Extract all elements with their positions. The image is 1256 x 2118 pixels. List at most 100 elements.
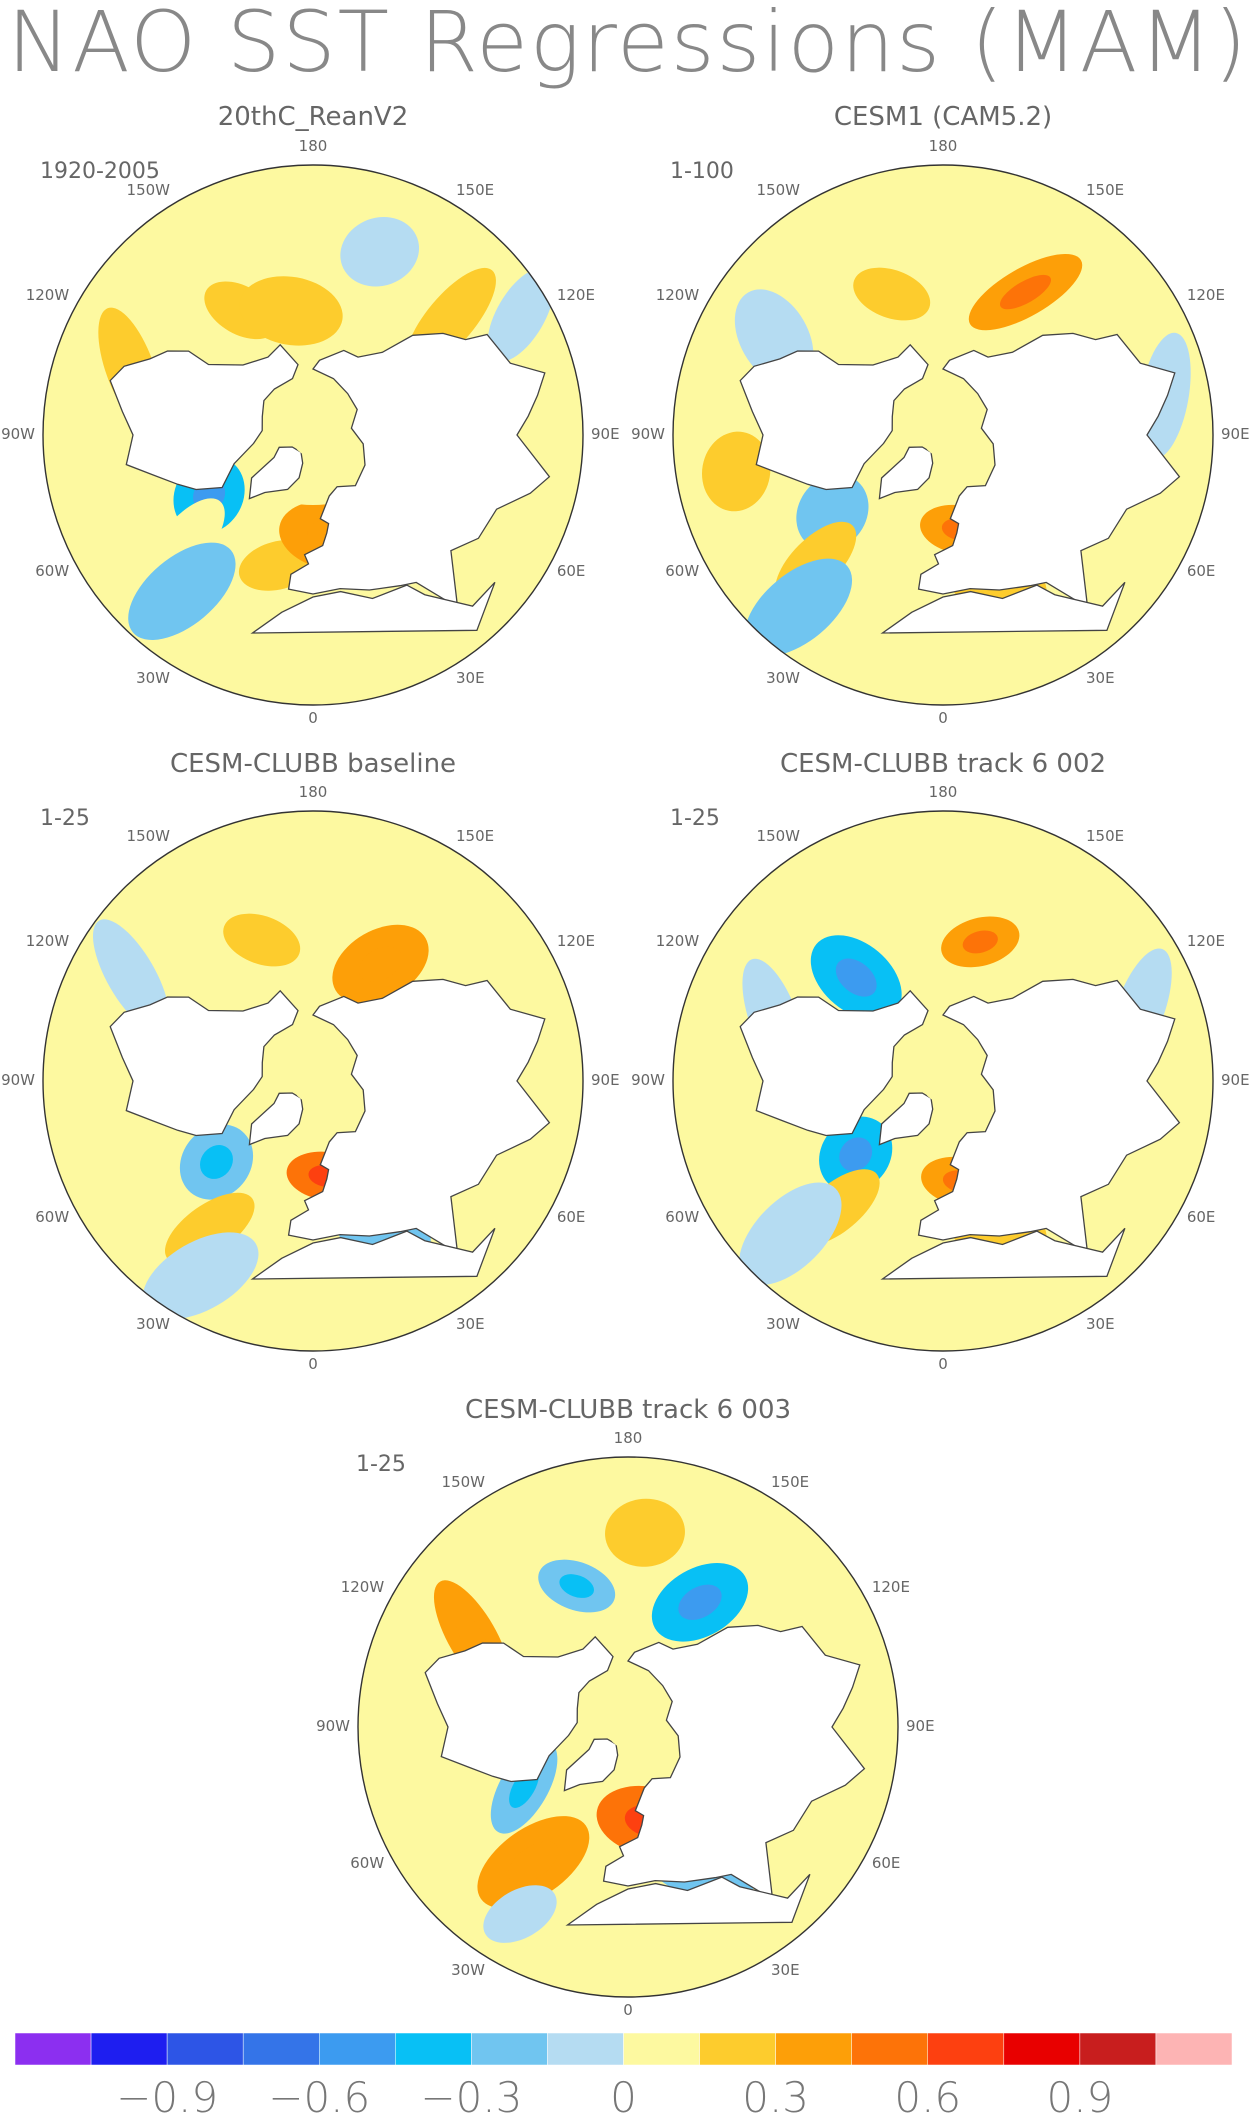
colorbar: −0.9 −0.6 −0.3 0 0.3 0.6 0.9 (14, 2032, 1233, 2118)
anomaly-blob (739, 1182, 842, 1285)
lon-label: 120W (26, 286, 70, 304)
lon-label: 150W (757, 827, 801, 845)
lon-label: 120W (341, 1578, 385, 1596)
colorbar-label: −0.6 (268, 2073, 370, 2118)
map-border (42, 164, 584, 706)
colorbar-swatch (319, 2032, 396, 2066)
anomaly-blob (605, 1498, 685, 1567)
colorbar-swatch (775, 2032, 852, 2066)
figure-title: NAO SST Regressions (MAM) (7, 0, 1249, 91)
panel-period: 1-25 (40, 806, 90, 831)
lon-label: 60W (665, 562, 699, 580)
anomaly-core (559, 1574, 595, 1598)
panel-title: CESM-CLUBB track 6 003 (465, 1395, 791, 1425)
land-mask (424, 1624, 866, 1926)
colorbar-swatch (1003, 2032, 1081, 2066)
lon-label: 60W (35, 562, 69, 580)
anomaly-core (839, 1137, 873, 1172)
lon-label: 120E (557, 932, 595, 950)
lon-label: 60E (557, 562, 586, 580)
lon-label: 180 (299, 783, 328, 801)
lon-label: 90E (906, 1717, 935, 1735)
anomaly-blob (483, 1885, 557, 1943)
lon-label: 150E (771, 1473, 809, 1491)
map-panel-1: 20thC_ReanV2 1920-2005 180 0 150W 150E 120W 120… (1, 102, 620, 727)
lon-label: 120W (26, 932, 70, 950)
map-border (672, 810, 1214, 1352)
colorbar-swatch (14, 2032, 92, 2066)
lon-label: 60W (350, 1854, 384, 1872)
sst-field (43, 811, 583, 1351)
lon-label: 90W (1, 1071, 35, 1089)
lon-label: 60W (35, 1208, 69, 1226)
lon-label: 90W (1, 425, 35, 443)
panel-title: 20thC_ReanV2 (218, 102, 409, 132)
colorbar-swatch (1079, 2032, 1157, 2066)
sst-field (43, 165, 583, 705)
lon-label: 30W (451, 1961, 485, 1979)
lon-label: 150W (127, 827, 171, 845)
lon-label: 150E (456, 181, 494, 199)
land-mask (109, 978, 551, 1280)
lon-label: 30E (771, 1961, 800, 1979)
lon-label: 120E (1187, 932, 1225, 950)
map-panel-5: CESM-CLUBB track 6 003 1-25 180 0 150W 150E 12… (316, 1395, 935, 2019)
panel-period: 1-25 (670, 806, 720, 831)
anomaly-core (200, 1145, 233, 1179)
lon-label: 120W (656, 286, 700, 304)
colorbar-label: −0.9 (116, 2073, 218, 2118)
lon-label: 0 (623, 2001, 633, 2019)
lon-label: 150E (456, 827, 494, 845)
colorbar-swatch (471, 2032, 548, 2066)
lon-label: 150W (757, 181, 801, 199)
anomaly-core (999, 274, 1052, 310)
sst-field (358, 1457, 898, 1997)
colorbar-swatch (699, 2032, 776, 2066)
land-mask (739, 978, 1181, 1280)
lon-label: 60E (557, 1208, 586, 1226)
lon-label: 30W (136, 1315, 170, 1333)
panel-period: 1920-2005 (40, 159, 160, 184)
lon-label: 90W (316, 1717, 350, 1735)
lon-label: 30E (456, 1315, 485, 1333)
lon-label: 30W (766, 669, 800, 687)
lon-label: 120E (1187, 286, 1225, 304)
lon-label: 120W (656, 932, 700, 950)
lon-label: 0 (308, 1355, 318, 1373)
lon-label: 30E (1086, 1315, 1115, 1333)
lon-label: 180 (929, 783, 958, 801)
lon-label: 120E (557, 286, 595, 304)
map-panel-2: CESM1 (CAM5.2) 1-100 180 0 150W 150E 120W 120E 9… (631, 102, 1250, 727)
lon-label: 60W (665, 1208, 699, 1226)
colorbar-swatch (851, 2032, 928, 2066)
anomaly-core (508, 1841, 559, 1883)
colorbar-swatch (242, 2032, 320, 2066)
colorbar-label: −0.3 (420, 2073, 522, 2118)
lon-label: 60E (1187, 1208, 1216, 1226)
panel-title: CESM-CLUBB baseline (170, 749, 456, 779)
lon-label: 90E (1221, 425, 1250, 443)
sst-field (673, 165, 1213, 705)
land-mask (109, 332, 551, 634)
colorbar-swatch (395, 2032, 472, 2066)
lon-label: 90W (631, 1071, 665, 1089)
panel-title: CESM1 (CAM5.2) (834, 102, 1052, 132)
lon-label: 150W (442, 1473, 486, 1491)
anomaly-blob (853, 267, 931, 321)
map-panel-3: CESM-CLUBB baseline 1-25 180 0 150W 150E 120W 1… (1, 749, 620, 1373)
colorbar-label: 0.3 (742, 2073, 809, 2118)
colorbar-label: 0 (610, 2073, 637, 2118)
lon-label: 30W (766, 1315, 800, 1333)
anomaly-blob (239, 276, 343, 346)
land-mask (739, 332, 1181, 634)
panel-title: CESM-CLUBB track 6 002 (780, 749, 1106, 779)
map-panel-4: CESM-CLUBB track 6 002 1-25 180 0 150W 150E 12… (631, 749, 1250, 1373)
anomaly-blob (223, 913, 301, 967)
anomaly-blob (340, 217, 420, 287)
lon-label: 120E (872, 1578, 910, 1596)
colorbar-label: 0.9 (1046, 2073, 1113, 2118)
lon-label: 180 (614, 1429, 643, 1447)
anomaly-blob (487, 268, 555, 362)
lon-label: 150E (1086, 827, 1124, 845)
